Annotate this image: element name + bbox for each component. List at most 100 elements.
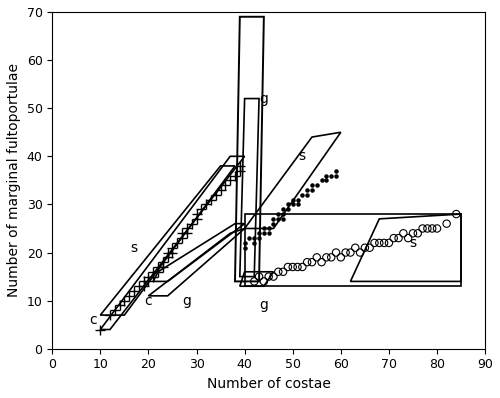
Point (236, 163, 244, 169)
Point (178, 230, 186, 236)
Point (154, 264, 162, 270)
Point (361, 244, 369, 251)
Point (264, 230, 272, 236)
Point (192, 216, 200, 222)
Point (294, 201, 302, 208)
Point (308, 182, 316, 188)
Point (164, 250, 172, 256)
Point (400, 230, 407, 236)
Y-axis label: Number of marginal fultoportulae: Number of marginal fultoportulae (7, 63, 21, 297)
Point (318, 259, 326, 265)
Text: c: c (90, 313, 97, 327)
Point (356, 250, 364, 256)
Point (313, 182, 321, 188)
Point (240, 244, 248, 251)
Text: g: g (260, 92, 268, 105)
Point (174, 240, 182, 246)
Point (279, 216, 287, 222)
Point (149, 269, 157, 275)
Point (270, 220, 278, 227)
Point (255, 235, 263, 241)
Point (337, 254, 345, 261)
Point (250, 240, 258, 246)
Point (159, 259, 167, 265)
Point (183, 225, 191, 232)
Point (424, 225, 432, 232)
Point (418, 225, 426, 232)
Point (255, 273, 263, 280)
Point (140, 283, 147, 289)
Point (294, 197, 302, 203)
Point (207, 197, 215, 203)
Point (144, 278, 152, 285)
Point (318, 177, 326, 183)
Point (216, 187, 224, 193)
Point (409, 230, 417, 236)
Point (308, 187, 316, 193)
Point (284, 201, 292, 208)
Point (380, 240, 388, 246)
Point (332, 250, 340, 256)
Point (226, 177, 234, 183)
Point (332, 172, 340, 179)
Point (322, 172, 330, 179)
Point (168, 250, 176, 256)
Point (433, 225, 441, 232)
Point (366, 244, 374, 251)
Point (452, 211, 460, 217)
Point (303, 259, 311, 265)
Point (288, 201, 296, 208)
Point (264, 273, 272, 280)
Point (236, 168, 244, 174)
Point (135, 283, 143, 289)
Point (250, 278, 258, 285)
Point (125, 293, 133, 299)
Text: s: s (410, 236, 416, 250)
Point (149, 273, 157, 280)
Point (270, 216, 278, 222)
Point (106, 312, 114, 318)
Point (111, 307, 119, 314)
Point (260, 225, 268, 232)
Point (274, 216, 282, 222)
Point (298, 264, 306, 270)
Point (260, 278, 268, 285)
Point (332, 168, 340, 174)
Point (164, 254, 172, 261)
Point (279, 206, 287, 213)
Point (154, 269, 162, 275)
Point (327, 172, 335, 179)
Point (116, 302, 124, 309)
Point (351, 244, 359, 251)
Point (442, 220, 450, 227)
Point (140, 278, 147, 285)
Point (288, 264, 296, 270)
Point (390, 235, 398, 241)
Point (279, 211, 287, 217)
Point (250, 235, 258, 241)
Point (404, 235, 412, 241)
Point (202, 201, 210, 208)
Point (183, 230, 191, 236)
Point (376, 240, 384, 246)
Point (264, 225, 272, 232)
Point (394, 235, 402, 241)
Point (198, 206, 205, 213)
Point (188, 220, 196, 227)
Text: s: s (130, 241, 138, 255)
Point (414, 230, 422, 236)
Point (313, 254, 321, 261)
Point (96, 326, 104, 333)
Point (212, 191, 220, 198)
Point (284, 206, 292, 213)
Text: c: c (144, 294, 152, 308)
Point (222, 182, 230, 188)
X-axis label: Number of costae: Number of costae (206, 377, 330, 391)
Point (308, 259, 316, 265)
Point (288, 197, 296, 203)
Point (178, 235, 186, 241)
Point (294, 264, 302, 270)
Point (303, 191, 311, 198)
Point (231, 172, 239, 179)
Point (342, 250, 349, 256)
